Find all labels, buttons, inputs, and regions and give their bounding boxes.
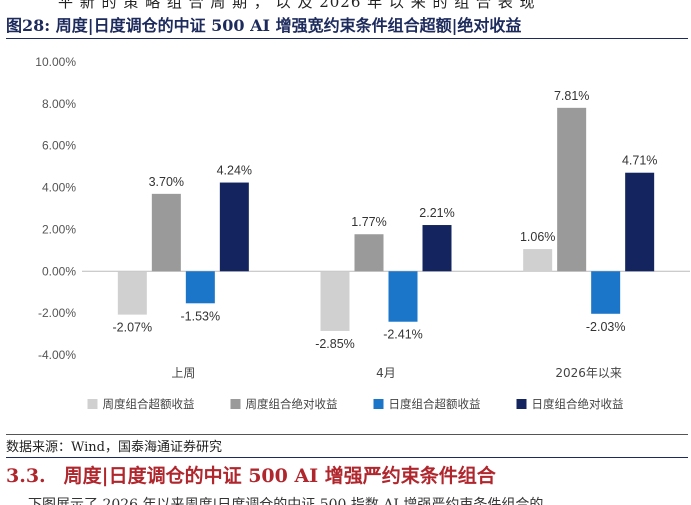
cut-off-previous-text: 平 新 的 策 略 组 合 周 期 ， 以 及 2026 年 以 来 的 组 合… — [0, 0, 691, 14]
bar — [557, 107, 587, 272]
data-label: 2.21% — [419, 206, 454, 220]
bar — [388, 271, 418, 322]
bar-chart: -4.00% -2.00% 0.00% 2.00% 4.00% 6.00% 8.00% 10.… — [35, 55, 690, 411]
title-rule — [6, 38, 688, 39]
data-label: 4.71% — [622, 154, 657, 168]
legend-label: 日度组合超额收益 — [389, 397, 481, 411]
source-note: 数据来源：Wind，国泰海通证券研究 — [6, 440, 222, 455]
legend-label: 周度组合绝对收益 — [246, 397, 338, 411]
section-heading: 3.3. 周度|日度调仓的中证 500 AI 增强严约束条件组合 — [6, 461, 496, 488]
y-tick-label: 6.00% — [42, 139, 76, 153]
data-label: -2.41% — [383, 328, 423, 342]
y-tick-label: -2.00% — [38, 306, 76, 320]
bar — [523, 249, 553, 272]
legend-swatch — [373, 399, 384, 409]
data-label: 7.81% — [554, 89, 589, 103]
section-number: 3.3. — [6, 465, 46, 487]
cut-off-next-text: 下图展示了 2026 年以来周度|日度调仓的中证 500 指数 AI 增强严约束… — [0, 492, 691, 505]
y-tick-label: 10.00% — [35, 55, 76, 69]
y-tick-label: 4.00% — [42, 181, 76, 195]
y-tick-label: 2.00% — [42, 222, 76, 236]
bar — [625, 172, 655, 272]
x-category-label: 上周 — [171, 366, 195, 380]
legend-label: 日度组合绝对收益 — [532, 397, 624, 411]
data-label: 1.06% — [520, 230, 555, 244]
cut-off-previous-text-line: 平 新 的 策 略 组 合 周 期 ， 以 及 2026 年 以 来 的 组 合… — [58, 0, 536, 11]
legend-label: 周度组合超额收益 — [103, 397, 195, 411]
source-rule — [6, 434, 688, 435]
data-label: 4.24% — [217, 164, 252, 178]
bar — [591, 271, 621, 314]
bar — [185, 271, 215, 304]
data-label: 3.70% — [149, 175, 184, 189]
bar — [117, 271, 147, 315]
bar — [151, 193, 181, 272]
data-label: -2.07% — [113, 321, 153, 335]
legend-swatch — [230, 399, 241, 409]
data-label: 1.77% — [351, 215, 386, 229]
figure-title: 图28: 周度|日度调仓的中证 500 AI 增强宽约束条件组合超额|绝对收益 — [6, 16, 522, 35]
x-category-label: 2026年以来 — [555, 366, 622, 380]
y-tick-label: 8.00% — [42, 97, 76, 111]
section-rule — [6, 457, 688, 458]
bar — [422, 225, 452, 272]
bar — [354, 234, 384, 272]
x-category-label: 4月 — [376, 366, 396, 380]
legend-swatch — [87, 399, 98, 409]
section-title: 周度|日度调仓的中证 500 AI 增强严约束条件组合 — [63, 465, 496, 487]
data-label: -2.85% — [315, 337, 355, 351]
cut-off-next-text-line: 下图展示了 2026 年以来周度|日度调仓的中证 500 指数 AI 增强严约束… — [28, 497, 544, 505]
bar — [219, 182, 249, 272]
data-label: -1.53% — [181, 309, 221, 323]
y-tick-label: -4.00% — [38, 348, 76, 362]
data-label: -2.03% — [586, 320, 626, 334]
legend-swatch — [516, 399, 527, 409]
bar — [320, 271, 350, 331]
y-tick-label: 0.00% — [42, 264, 76, 278]
